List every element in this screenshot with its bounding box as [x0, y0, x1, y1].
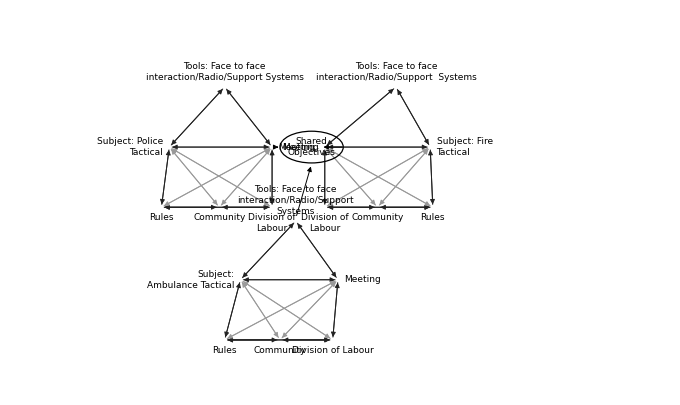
Text: Subject: Police
Tactical: Subject: Police Tactical: [97, 137, 163, 157]
Text: Meeting: Meeting: [344, 275, 381, 284]
Text: Meeting: Meeting: [282, 143, 318, 151]
Text: Rules: Rules: [149, 213, 173, 222]
Text: Tools: Face to face
interaction/Radio/Support Systems: Tools: Face to face interaction/Radio/Su…: [146, 62, 303, 82]
Text: Community: Community: [254, 346, 306, 355]
Text: Division of
Labour: Division of Labour: [301, 213, 349, 233]
Text: Subject:
Ambulance Tactical: Subject: Ambulance Tactical: [147, 270, 234, 290]
Text: Rules: Rules: [420, 213, 445, 222]
Text: Tools: Face to face
interaction/Radio/Support  Systems: Tools: Face to face interaction/Radio/Su…: [316, 62, 476, 82]
Text: Meeting: Meeting: [278, 143, 315, 151]
Text: Rules: Rules: [212, 346, 237, 355]
Text: Tools: Face to face
interaction/Radio/Support
Systems: Tools: Face to face interaction/Radio/Su…: [237, 185, 354, 216]
Text: Shared
Objectives: Shared Objectives: [288, 137, 335, 157]
Text: Division of Labour: Division of Labour: [292, 346, 373, 355]
Text: Community: Community: [352, 213, 404, 222]
Text: Division of
Labour: Division of Labour: [248, 213, 296, 233]
Text: Community: Community: [193, 213, 245, 222]
Text: Subject: Fire
Tactical: Subject: Fire Tactical: [437, 137, 492, 157]
